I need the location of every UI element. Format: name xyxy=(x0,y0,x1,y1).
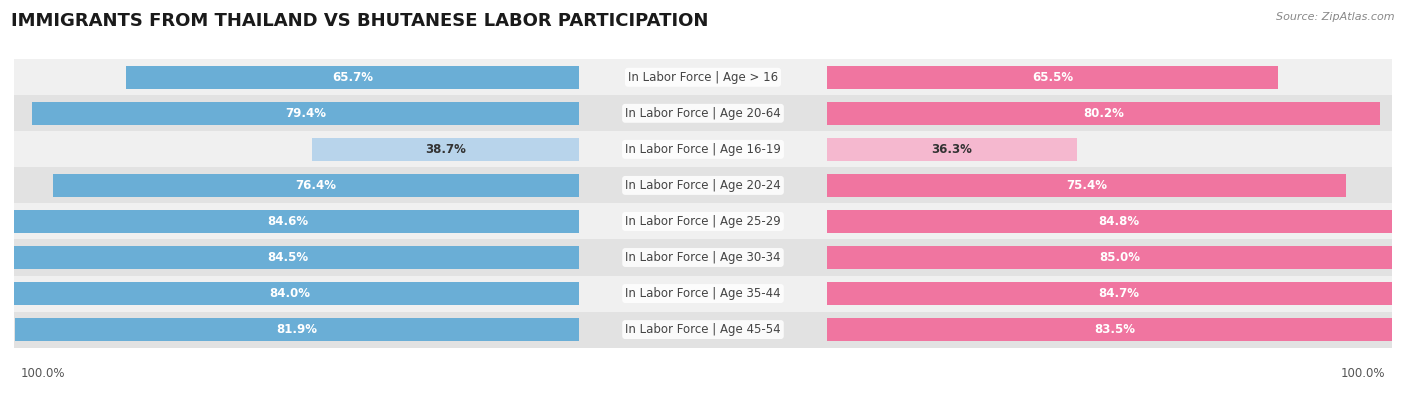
Text: IMMIGRANTS FROM THAILAND VS BHUTANESE LABOR PARTICIPATION: IMMIGRANTS FROM THAILAND VS BHUTANESE LA… xyxy=(11,12,709,30)
Text: 38.7%: 38.7% xyxy=(425,143,467,156)
Bar xyxy=(827,318,1402,341)
Bar xyxy=(827,137,1077,161)
Bar xyxy=(14,318,579,341)
Text: 84.7%: 84.7% xyxy=(1098,287,1139,300)
Text: 84.5%: 84.5% xyxy=(267,251,308,264)
Text: 65.7%: 65.7% xyxy=(332,71,373,84)
Text: 100.0%: 100.0% xyxy=(1340,367,1385,380)
Text: 75.4%: 75.4% xyxy=(1066,179,1108,192)
Text: 79.4%: 79.4% xyxy=(285,107,326,120)
Bar xyxy=(827,246,1406,269)
Text: In Labor Force | Age 25-29: In Labor Force | Age 25-29 xyxy=(626,215,780,228)
Bar xyxy=(14,203,1392,239)
Bar xyxy=(14,167,1392,203)
Text: In Labor Force | Age 20-24: In Labor Force | Age 20-24 xyxy=(626,179,780,192)
Bar xyxy=(0,282,579,305)
Text: 81.9%: 81.9% xyxy=(277,323,318,336)
Bar xyxy=(14,59,1392,95)
Bar xyxy=(827,174,1347,197)
Text: 36.3%: 36.3% xyxy=(932,143,973,156)
Text: 84.0%: 84.0% xyxy=(269,287,311,300)
Text: 76.4%: 76.4% xyxy=(295,179,336,192)
Bar xyxy=(32,102,579,125)
Text: 80.2%: 80.2% xyxy=(1083,107,1123,120)
Bar xyxy=(827,66,1278,89)
Text: Source: ZipAtlas.com: Source: ZipAtlas.com xyxy=(1277,12,1395,22)
Bar xyxy=(0,210,579,233)
Text: 83.5%: 83.5% xyxy=(1094,323,1135,336)
Text: 84.6%: 84.6% xyxy=(267,215,308,228)
Bar xyxy=(827,282,1406,305)
Bar xyxy=(127,66,579,89)
Text: In Labor Force | Age > 16: In Labor Force | Age > 16 xyxy=(628,71,778,84)
Bar xyxy=(312,137,579,161)
Bar xyxy=(52,174,579,197)
Text: In Labor Force | Age 20-64: In Labor Force | Age 20-64 xyxy=(626,107,780,120)
Text: 84.8%: 84.8% xyxy=(1098,215,1140,228)
Text: In Labor Force | Age 16-19: In Labor Force | Age 16-19 xyxy=(626,143,780,156)
Bar xyxy=(14,312,1392,348)
Text: In Labor Force | Age 35-44: In Labor Force | Age 35-44 xyxy=(626,287,780,300)
Bar xyxy=(827,102,1379,125)
Bar xyxy=(0,246,579,269)
Text: 100.0%: 100.0% xyxy=(21,367,66,380)
Bar xyxy=(14,132,1392,167)
Text: 65.5%: 65.5% xyxy=(1032,71,1073,84)
Bar xyxy=(827,210,1406,233)
Text: 85.0%: 85.0% xyxy=(1099,251,1140,264)
Bar xyxy=(14,276,1392,312)
Text: In Labor Force | Age 30-34: In Labor Force | Age 30-34 xyxy=(626,251,780,264)
Bar xyxy=(14,239,1392,276)
Text: In Labor Force | Age 45-54: In Labor Force | Age 45-54 xyxy=(626,323,780,336)
Bar xyxy=(14,95,1392,132)
